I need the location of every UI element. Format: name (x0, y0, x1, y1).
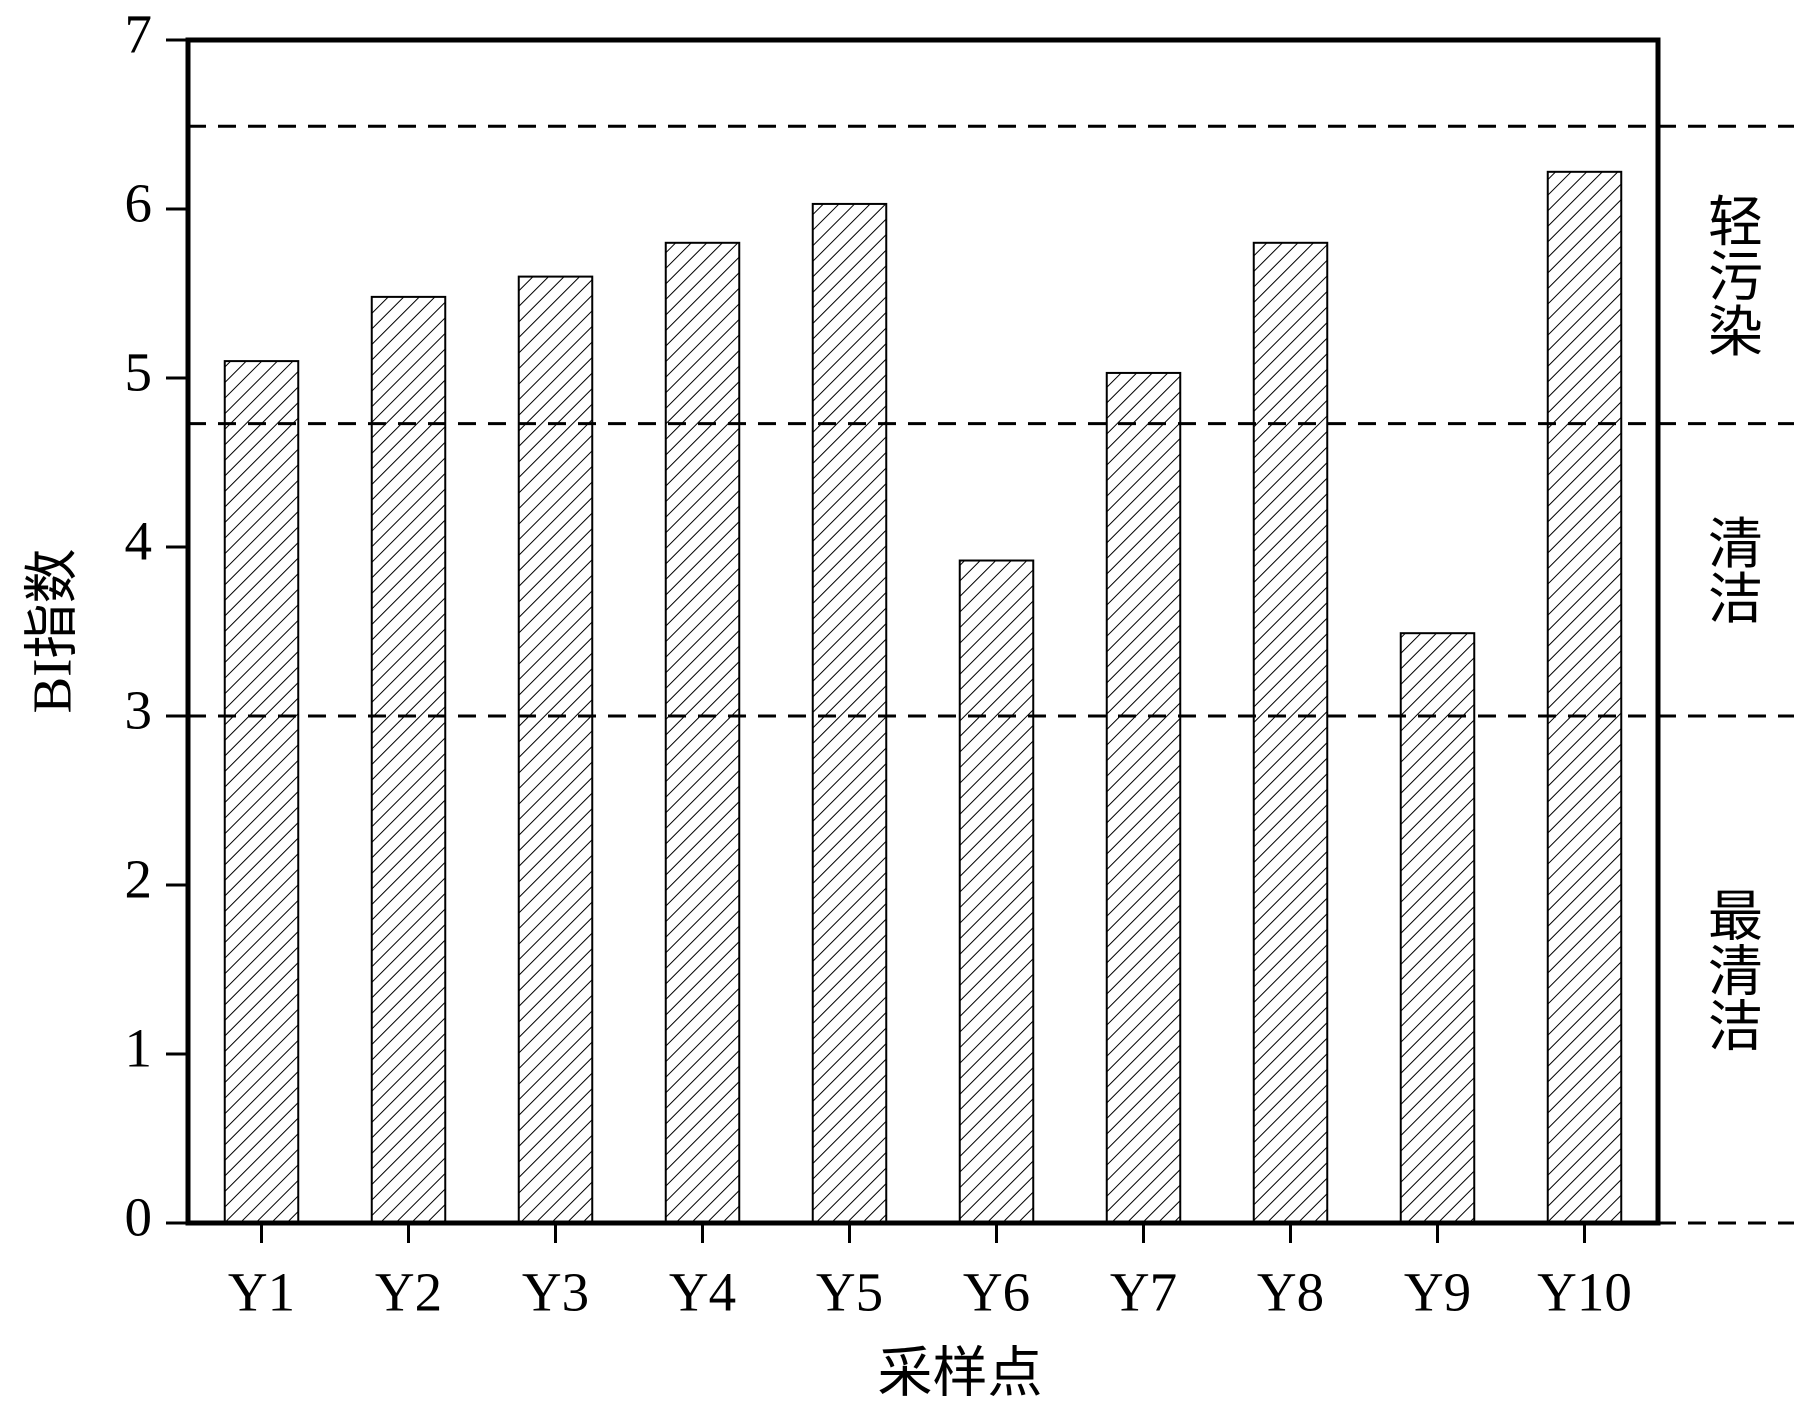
x-axis-title: 采样点 (877, 1343, 1042, 1404)
y-tick-label: 3 (125, 680, 153, 741)
x-tick-label: Y2 (375, 1262, 442, 1323)
y-tick-label: 1 (125, 1018, 153, 1079)
bar (664, 241, 741, 1225)
y-tick-label: 0 (125, 1187, 153, 1248)
bar (811, 202, 888, 1224)
y-tick-label: 6 (125, 173, 153, 234)
x-tick-label: Y1 (228, 1262, 295, 1323)
x-tick-label: Y6 (963, 1262, 1030, 1323)
bar (1399, 632, 1476, 1224)
y-tick-label: 7 (125, 4, 153, 65)
y-tick-label: 4 (125, 511, 153, 572)
x-tick-label: Y5 (816, 1262, 883, 1323)
zone-label: 清洁 (1700, 515, 1763, 625)
zone-label: 最清洁 (1700, 887, 1763, 1052)
bar (958, 559, 1035, 1224)
x-tick-label: Y8 (1257, 1262, 1324, 1323)
bar (1546, 170, 1623, 1225)
x-tick-label: Y9 (1404, 1262, 1471, 1323)
x-tick-label: Y4 (669, 1262, 736, 1323)
x-tick-label: Y7 (1110, 1262, 1177, 1323)
bar (517, 275, 594, 1225)
bar (1252, 241, 1329, 1225)
bar (370, 295, 447, 1224)
zone-label: 轻污染 (1700, 192, 1763, 357)
plot-frame (185, 37, 1661, 1226)
y-axis-title: BI指数 (22, 548, 83, 713)
x-tick-label: Y10 (1537, 1262, 1632, 1323)
x-tick-label: Y3 (522, 1262, 589, 1323)
bar (1105, 371, 1182, 1224)
y-tick-label: 2 (125, 849, 153, 910)
y-tick-label: 5 (125, 342, 153, 403)
bar (223, 360, 300, 1225)
